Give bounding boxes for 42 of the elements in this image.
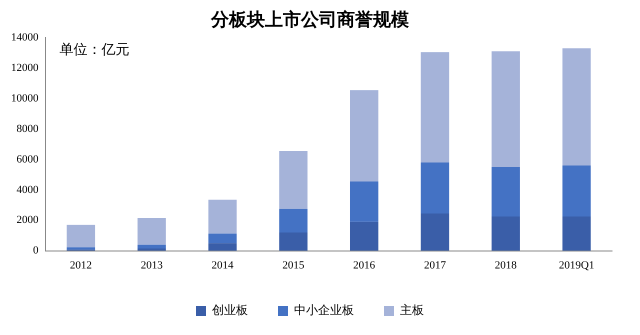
- x-tick-label: 2012: [70, 259, 92, 272]
- bar: [492, 167, 520, 217]
- y-tick-label: 2000: [16, 214, 39, 226]
- bar: [138, 244, 166, 249]
- y-tick-label: 14000: [11, 31, 39, 44]
- x-tick-label: 2013: [140, 259, 164, 272]
- bar: [562, 166, 591, 217]
- bar: [420, 52, 450, 162]
- y-tick-label: 4000: [16, 184, 39, 196]
- bar: [562, 48, 591, 166]
- x-tick-label: 2015: [282, 259, 305, 272]
- bar: [138, 218, 166, 245]
- bar: [208, 234, 237, 244]
- bar: [420, 213, 450, 251]
- x-tick-label: 2019Q1: [558, 259, 594, 272]
- bar: [279, 232, 308, 251]
- bar: [492, 216, 520, 251]
- legend-label: 主板: [400, 303, 424, 318]
- y-tick-label: 8000: [16, 122, 39, 135]
- bar: [208, 200, 237, 234]
- legend-label: 创业板: [212, 303, 248, 318]
- bar: [562, 216, 591, 251]
- bar: [279, 208, 308, 233]
- bar: [350, 222, 378, 251]
- bar: [350, 182, 378, 222]
- annotation: 单位：亿元: [60, 42, 130, 58]
- bar: [208, 243, 237, 251]
- bar: [492, 51, 520, 168]
- y-tick-label: 12000: [11, 62, 39, 74]
- x-tick-label: 2016: [353, 259, 376, 272]
- chart-title: 分板块上市公司商誉规模: [210, 9, 409, 30]
- y-tick-label: 0: [33, 244, 39, 257]
- legend-label: 中小企业板: [294, 303, 354, 318]
- bar: [420, 162, 450, 214]
- bar: [279, 151, 308, 209]
- y-tick-label: 10000: [11, 92, 39, 104]
- bar: [350, 90, 378, 182]
- y-tick-label: 6000: [16, 153, 39, 166]
- x-tick-label: 2018: [494, 259, 518, 272]
- x-tick-label: 2014: [212, 259, 234, 272]
- bar: [66, 224, 96, 248]
- x-tick-label: 2017: [424, 259, 446, 272]
